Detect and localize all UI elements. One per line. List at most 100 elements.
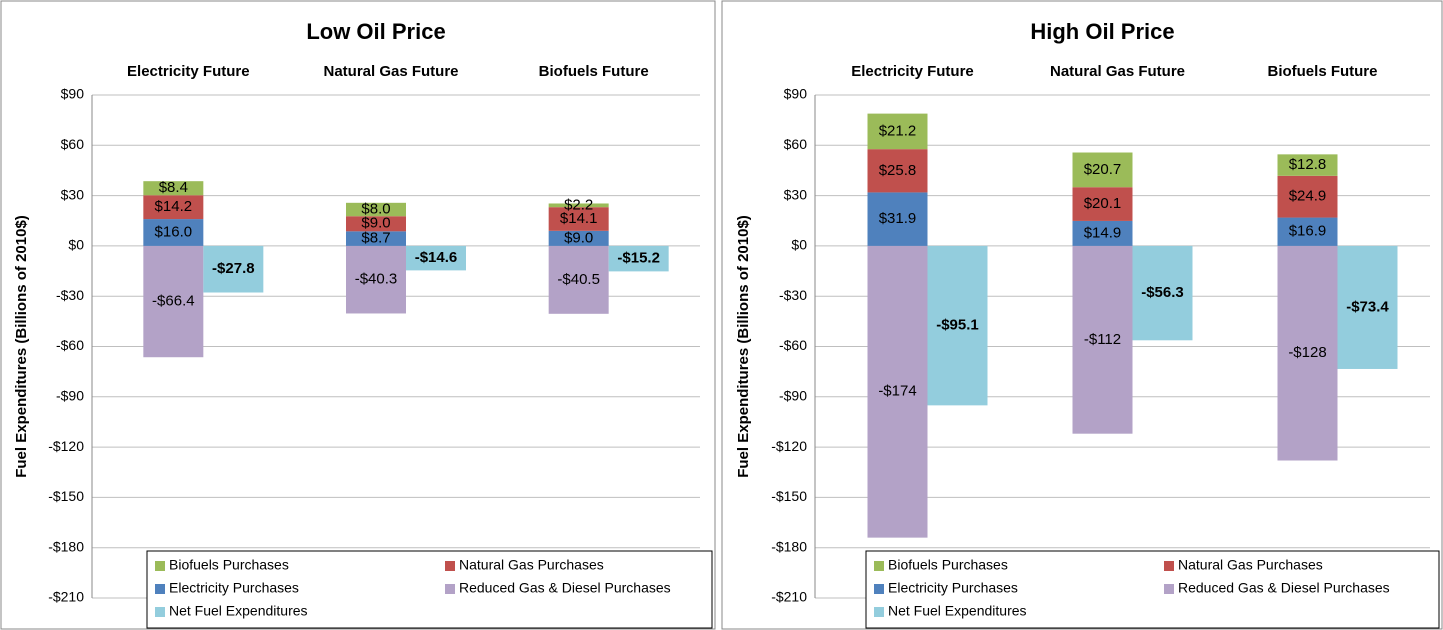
data-label: $21.2 — [879, 122, 917, 139]
y-tick-label: -$60 — [779, 337, 807, 353]
y-tick-label: -$150 — [48, 488, 84, 504]
y-axis-label: Fuel Expenditures (Billions of 2010$) — [13, 215, 30, 478]
bar-segment — [346, 231, 406, 246]
data-label: -$128 — [1288, 344, 1326, 361]
y-tick-label: -$210 — [771, 589, 807, 605]
bar-segment — [1072, 220, 1133, 246]
data-label: -$174 — [878, 383, 916, 400]
bar-segment — [143, 245, 204, 358]
data-label: $16.9 — [1289, 223, 1327, 240]
legend-label: Natural Gas Purchases — [1178, 557, 1323, 573]
legend-swatch — [874, 561, 884, 571]
legend-swatch — [155, 607, 165, 617]
y-tick-label: $30 — [61, 186, 85, 202]
data-label: $31.9 — [879, 210, 917, 227]
bar — [1132, 245, 1193, 341]
data-label: $16.0 — [155, 223, 193, 240]
category-label: Biofuels Future — [539, 63, 649, 80]
chart-title: Low Oil Price — [306, 19, 445, 44]
bar-segment — [867, 149, 928, 193]
category-label: Natural Gas Future — [1050, 63, 1185, 80]
bar-segment — [346, 216, 406, 232]
legend-box — [146, 550, 713, 629]
data-label: $8.7 — [361, 230, 390, 247]
y-tick-label: $30 — [784, 186, 808, 202]
legend-label: Reduced Gas & Diesel Purchases — [459, 580, 671, 596]
y-tick-label: -$30 — [56, 287, 84, 303]
bar-segment — [1072, 187, 1133, 221]
y-tick-label: -$120 — [48, 438, 84, 454]
y-tick-label: -$60 — [56, 337, 84, 353]
y-tick-label: $90 — [784, 86, 808, 102]
legend-swatch — [874, 607, 884, 617]
data-label: $20.7 — [1084, 161, 1122, 178]
legend-label: Natural Gas Purchases — [459, 557, 604, 573]
y-tick-label: -$210 — [48, 589, 84, 605]
legend-label: Electricity Purchases — [888, 580, 1018, 596]
data-label: -$66.4 — [152, 293, 195, 310]
data-label: $9.0 — [361, 215, 390, 232]
legend-swatch — [155, 584, 165, 594]
data-label: $14.2 — [155, 198, 193, 215]
data-label: $24.9 — [1289, 188, 1327, 205]
bar-segment — [548, 230, 609, 246]
bar-segment — [867, 192, 928, 246]
bar-segment — [1277, 217, 1338, 246]
bar-segment — [1277, 175, 1338, 218]
legend-label: Biofuels Purchases — [888, 557, 1008, 573]
data-label: -$40.5 — [557, 271, 600, 288]
bar-segment — [867, 113, 928, 150]
category-label: Electricity Future — [127, 63, 250, 80]
legend-swatch — [1164, 584, 1174, 594]
data-label: $9.0 — [564, 229, 593, 246]
bar-segment — [548, 203, 609, 208]
y-tick-label: $60 — [784, 136, 808, 152]
legend-box — [865, 550, 1440, 629]
legend-swatch — [1164, 561, 1174, 571]
bar-segment — [1277, 245, 1338, 461]
bar-segment — [867, 245, 928, 538]
data-label: -$95.1 — [936, 317, 979, 334]
data-label: $20.1 — [1084, 195, 1122, 212]
chart-title: High Oil Price — [1030, 19, 1174, 44]
category-label: Biofuels Future — [1267, 63, 1377, 80]
bar-segment — [548, 207, 609, 231]
bar-segment — [346, 245, 406, 314]
bar — [608, 245, 669, 272]
data-label: $8.4 — [159, 179, 188, 196]
data-label: $8.0 — [361, 200, 390, 217]
legend-label: Net Fuel Expenditures — [169, 603, 308, 619]
y-tick-label: $90 — [61, 86, 85, 102]
bar-segment — [1277, 154, 1338, 176]
data-label: -$40.3 — [355, 271, 398, 288]
data-label: -$73.4 — [1346, 298, 1389, 315]
bar-segment — [1072, 245, 1133, 434]
bar-segment — [143, 195, 204, 220]
data-label: $25.8 — [879, 162, 917, 179]
bar — [927, 245, 988, 406]
data-label: -$27.8 — [212, 260, 255, 277]
y-tick-label: $60 — [61, 136, 85, 152]
data-label: -$15.2 — [617, 250, 660, 267]
y-tick-label: -$120 — [771, 438, 807, 454]
data-label: -$56.3 — [1141, 284, 1184, 301]
legend-label: Reduced Gas & Diesel Purchases — [1178, 580, 1390, 596]
y-tick-label: -$180 — [771, 538, 807, 554]
bar-segment — [143, 219, 204, 246]
y-tick-label: -$30 — [779, 287, 807, 303]
bar — [406, 245, 466, 271]
y-tick-label: -$150 — [771, 488, 807, 504]
data-label: -$14.6 — [415, 249, 458, 266]
bar-segment — [346, 202, 406, 217]
y-tick-label: $0 — [68, 237, 84, 253]
legend-swatch — [155, 561, 165, 571]
bar — [203, 245, 264, 293]
data-label: $14.9 — [1084, 224, 1122, 241]
legend-label: Biofuels Purchases — [169, 557, 289, 573]
legend-label: Electricity Purchases — [169, 580, 299, 596]
data-label: $14.1 — [560, 210, 598, 227]
category-label: Natural Gas Future — [323, 63, 458, 80]
bar — [1337, 245, 1398, 369]
y-tick-label: -$180 — [48, 538, 84, 554]
